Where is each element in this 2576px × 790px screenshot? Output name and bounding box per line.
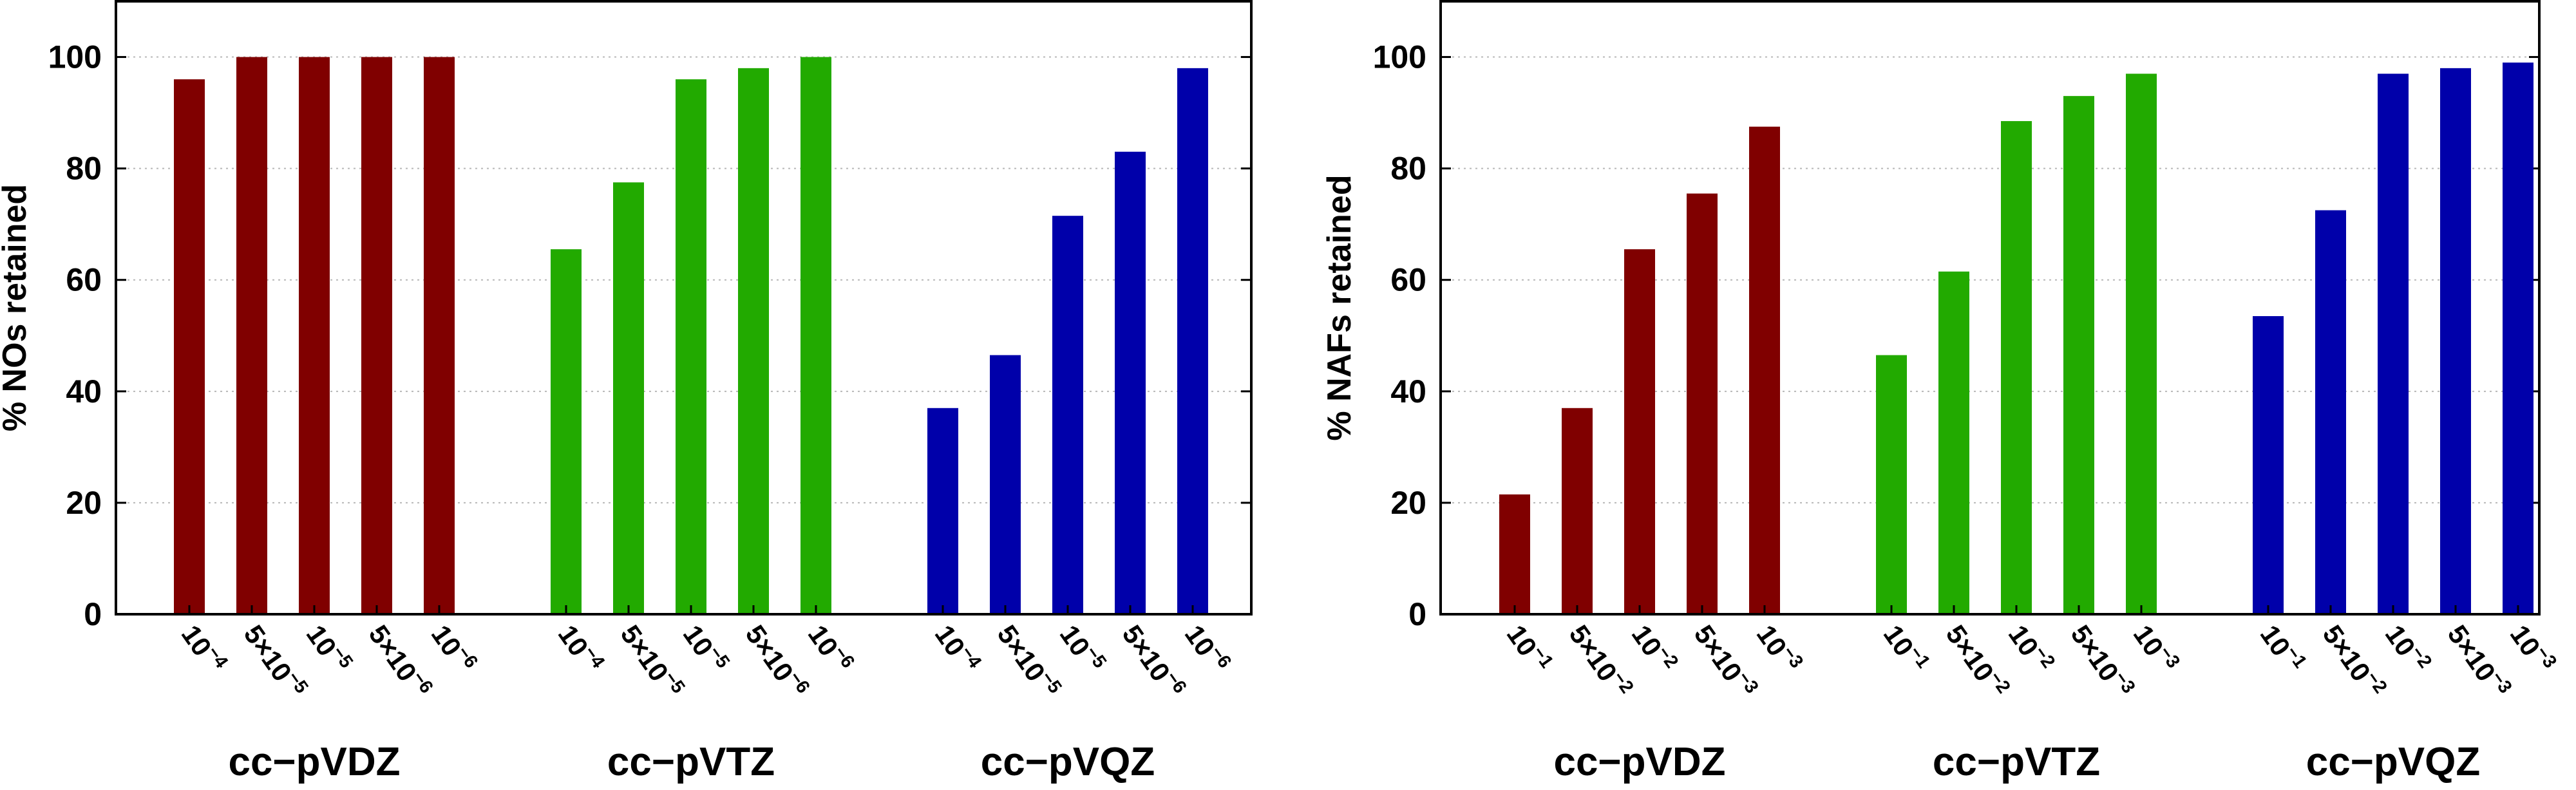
x-tick-label: 10−5 [301, 618, 357, 679]
y-tick-label: 0 [84, 596, 102, 632]
x-tick-label: 5×10−5 [615, 618, 689, 704]
y-axis-label: % NAFs retained [1321, 174, 1358, 440]
bar [424, 57, 455, 614]
bar [551, 249, 582, 614]
bar [1499, 494, 1530, 614]
x-tick-label: 5×10−2 [2317, 618, 2391, 704]
y-tick-label: 60 [1390, 262, 1426, 298]
x-tick-label: 10−5 [677, 618, 734, 679]
bar [1115, 151, 1146, 614]
x-tick-label: 5×10−2 [1564, 618, 1638, 704]
bar [174, 79, 205, 614]
x-tick-label: 10−1 [2255, 618, 2311, 679]
group-label: cc−pVDZ [1553, 740, 1725, 784]
group-label: cc−pVQZ [2306, 740, 2481, 784]
bar [2063, 96, 2094, 615]
group-label: cc−pVQZ [981, 740, 1155, 784]
y-tick-label: 20 [1390, 485, 1426, 521]
x-tick-label: 10−5 [1054, 618, 1111, 679]
bar [800, 57, 831, 614]
y-axis-label: % NOs retained [0, 184, 33, 431]
x-tick-label: 10−1 [1501, 618, 1558, 679]
plot-frame [1439, 0, 2541, 616]
bar [927, 408, 958, 614]
x-tick-label: 5×10−3 [2065, 618, 2139, 704]
x-tick-label: 10−6 [426, 618, 482, 679]
bar [613, 182, 644, 615]
bar [236, 57, 267, 614]
y-tick-label: 0 [1408, 596, 1426, 632]
x-tick-label: 10−3 [2505, 618, 2561, 679]
x-tick-label: 10−3 [1751, 618, 1808, 679]
bar [738, 68, 769, 614]
bar [1876, 355, 1907, 614]
x-tick-label: 10−4 [929, 618, 986, 679]
x-tick-label: 10−6 [802, 618, 859, 679]
x-tick-label: 5×10−6 [363, 618, 437, 704]
x-tick-label: 5×10−6 [1117, 618, 1191, 704]
y-tick-label: 80 [1390, 151, 1426, 187]
x-tick-label: 10−4 [553, 618, 609, 679]
x-tick-label: 10−2 [2003, 618, 2060, 679]
y-tick-label: 40 [1390, 373, 1426, 409]
x-tick-label: 10−6 [1179, 618, 1236, 679]
bar [676, 79, 706, 614]
x-tick-label: 5×10−3 [1689, 618, 1763, 704]
bar [299, 57, 330, 614]
plot-frame [115, 0, 1253, 616]
x-tick-label: 10−2 [1626, 618, 1683, 679]
x-tick-label: 5×10−2 [1940, 618, 2014, 704]
x-tick-label: 5×10−6 [740, 618, 814, 704]
bar [361, 57, 392, 614]
bar [1687, 193, 1718, 615]
y-tick-label: 100 [1373, 39, 1426, 75]
y-tick-label: 60 [66, 262, 102, 298]
x-tick-label: 10−4 [176, 618, 232, 679]
x-tick-label: 10−3 [2128, 618, 2184, 679]
bar [1177, 68, 1208, 614]
bar [2253, 315, 2284, 614]
x-tick-label: 5×10−5 [992, 618, 1066, 704]
bar [2315, 210, 2346, 615]
x-tick-label: 5×10−3 [2442, 618, 2516, 704]
y-tick-label: 20 [66, 485, 102, 521]
y-tick-label: 80 [66, 151, 102, 187]
group-label: cc−pVTZ [1933, 740, 2100, 784]
group-label: cc−pVTZ [607, 740, 775, 784]
bar [1624, 249, 1655, 614]
bar [1562, 408, 1593, 614]
bar [2378, 73, 2409, 614]
x-tick-label: 5×10−5 [238, 618, 312, 704]
bar [2126, 73, 2157, 614]
y-tick-label: 40 [66, 373, 102, 409]
bar [1938, 271, 1969, 614]
bar [2001, 121, 2032, 614]
group-label: cc−pVDZ [228, 740, 400, 784]
x-tick-label: 10−2 [2380, 618, 2436, 679]
bar [2503, 62, 2533, 614]
x-tick-label: 10−1 [1878, 618, 1935, 679]
bar [2440, 68, 2471, 614]
y-tick-label: 100 [48, 39, 102, 75]
bar [1749, 126, 1780, 614]
bar [990, 355, 1021, 614]
bar [1052, 216, 1083, 614]
